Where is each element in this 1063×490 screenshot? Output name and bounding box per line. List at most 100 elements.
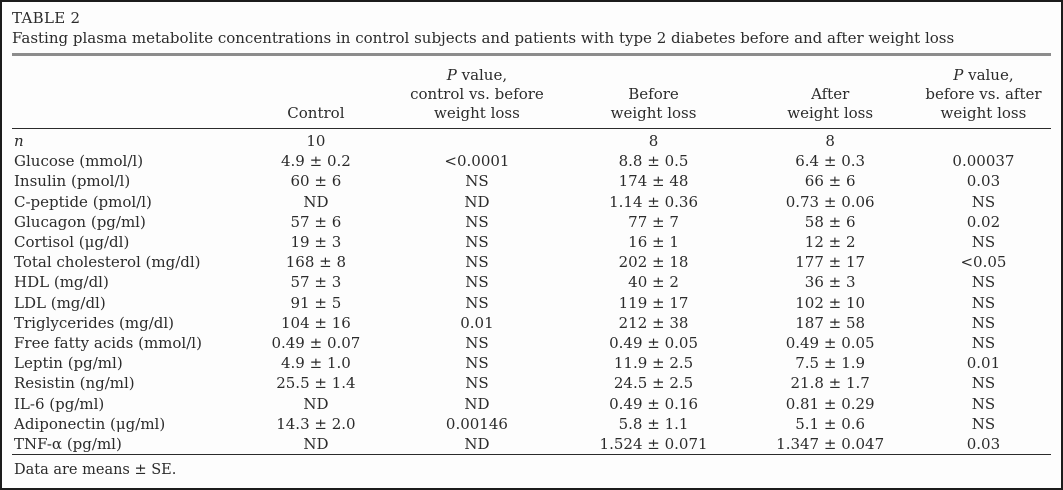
column-header-p-before-vs-after: P value, before vs. after weight loss — [915, 58, 1051, 129]
row-label: Glucagon (pg/ml) — [14, 212, 146, 231]
row-label: Glucose (mmol/l) — [14, 152, 144, 171]
cell-control: 60 ± 6 — [290, 172, 342, 191]
table-row: Free fatty acids (mmol/l) 0.49 ± 0.07 NS 0.… — [12, 333, 1051, 353]
cell-control: 168 ± 8 — [285, 253, 347, 272]
cell-after-weight-loss: 102 ± 10 — [795, 293, 866, 312]
cell-p-control-vs-before: NS — [465, 374, 489, 393]
cell-before-weight-loss: 1.14 ± 0.36 — [609, 192, 698, 211]
cell-p-control-vs-before: NS — [465, 354, 489, 373]
cell-p-control-vs-before: ND — [464, 435, 490, 454]
cell-p-before-vs-after: 0.03 — [966, 435, 1001, 454]
table-row: Triglycerides (mg/dl) 104 ± 16 0.01 212 ± 3… — [12, 313, 1051, 333]
table-header: Control P value, control vs. before weight … — [12, 58, 1051, 129]
cell-p-before-vs-after: 0.00037 — [952, 152, 1015, 171]
table-row: IL-6 (pg/ml) ND ND 0.49 ± 0.16 0.81 ± 0.29 NS — [12, 394, 1051, 414]
cell-p-before-vs-after: NS — [971, 313, 996, 332]
cell-before-weight-loss: 0.49 ± 0.16 — [609, 394, 698, 413]
cell-after-weight-loss: 21.8 ± 1.7 — [790, 374, 870, 393]
row-label: Triglycerides (mg/dl) — [14, 313, 175, 332]
cell-p-before-vs-after: NS — [971, 192, 996, 211]
table-row: Insulin (pmol/l) 60 ± 6 NS 174 ± 48 66 ± 6 0.… — [12, 171, 1051, 191]
cell-control: 104 ± 16 — [280, 313, 351, 332]
row-label: TNF-α (pg/ml) — [14, 435, 122, 454]
column-header-control: Control — [240, 58, 392, 129]
cell-p-control-vs-before — [391, 129, 562, 152]
table-footnote: Data are means ± SE. — [12, 454, 1051, 480]
row-label: Resistin (ng/ml) — [14, 374, 135, 393]
cell-p-before-vs-after: NS — [971, 334, 996, 353]
cell-control: 19 ± 3 — [290, 233, 342, 252]
cell-after-weight-loss: 177 ± 17 — [795, 253, 866, 272]
table-caption: Fasting plasma metabolite concentrations… — [12, 29, 955, 47]
cell-before-weight-loss: 8 — [648, 132, 659, 150]
cell-p-control-vs-before: NS — [465, 273, 489, 292]
cell-p-control-vs-before: ND — [464, 192, 490, 211]
cell-before-weight-loss: 119 ± 17 — [618, 293, 689, 312]
table-row: Glucagon (pg/ml) 57 ± 6 NS 77 ± 7 58 ± 6 0.02 — [12, 212, 1051, 232]
cell-after-weight-loss: 1.347 ± 0.047 — [776, 435, 885, 454]
cell-before-weight-loss: 8.8 ± 0.5 — [618, 152, 689, 171]
cell-after-weight-loss: 0.49 ± 0.05 — [785, 334, 875, 353]
cell-p-control-vs-before: NS — [465, 212, 489, 231]
cell-after-weight-loss: 5.1 ± 0.6 — [795, 414, 866, 433]
row-label: Cortisol (μg/dl) — [14, 233, 130, 252]
row-label: Adiponectin (μg/ml) — [14, 414, 166, 433]
cell-after-weight-loss: 7.5 ± 1.9 — [795, 354, 866, 373]
header-row: Control P value, control vs. before weight … — [12, 58, 1051, 129]
cell-p-before-vs-after: NS — [971, 394, 996, 413]
cell-control: 91 ± 5 — [290, 293, 342, 312]
row-label: Leptin (pg/ml) — [14, 354, 123, 373]
cell-before-weight-loss: 11.9 ± 2.5 — [613, 354, 694, 373]
cell-p-control-vs-before: 0.00146 — [445, 414, 508, 433]
cell-after-weight-loss: 58 ± 6 — [804, 212, 856, 231]
cell-p-before-vs-after: 0.02 — [966, 212, 1001, 231]
cell-control: 4.9 ± 1.0 — [280, 354, 351, 373]
cell-after-weight-loss: 0.73 ± 0.06 — [785, 192, 875, 211]
cell-p-before-vs-after — [916, 129, 1051, 152]
cell-control: 4.9 ± 0.2 — [280, 152, 351, 171]
cell-before-weight-loss: 212 ± 38 — [618, 313, 689, 332]
table-row: Total cholesterol (mg/dl) 168 ± 8 NS 202 ± … — [12, 252, 1051, 272]
cell-control: ND — [303, 435, 329, 454]
cell-p-control-vs-before: NS — [465, 253, 489, 272]
cell-p-control-vs-before: <0.0001 — [444, 152, 510, 171]
table-row: Leptin (pg/ml) 4.9 ± 1.0 NS 11.9 ± 2.5 7.5 ±… — [12, 353, 1051, 373]
cell-control: 14.3 ± 2.0 — [276, 414, 356, 433]
row-label: HDL (mg/dl) — [14, 273, 109, 292]
cell-p-control-vs-before: NS — [465, 293, 489, 312]
cell-before-weight-loss: 202 ± 18 — [618, 253, 689, 272]
cell-p-before-vs-after: NS — [971, 374, 996, 393]
row-label: C-peptide (pmol/l) — [14, 192, 152, 211]
row-label: Insulin (pmol/l) — [14, 172, 131, 191]
cell-before-weight-loss: 174 ± 48 — [618, 172, 689, 191]
cell-after-weight-loss: 12 ± 2 — [804, 233, 856, 252]
table-row: C-peptide (pmol/l) ND ND 1.14 ± 0.36 0.73 ± … — [12, 192, 1051, 212]
cell-control: 10 — [306, 132, 326, 150]
table-row: Resistin (ng/ml) 25.5 ± 1.4 NS 24.5 ± 2.5 21… — [12, 373, 1051, 393]
row-label: Total cholesterol (mg/dl) — [14, 253, 201, 272]
cell-p-before-vs-after: NS — [971, 414, 996, 433]
cell-p-before-vs-after: NS — [971, 273, 996, 292]
table-body: n 10 8 8 Glucose (mmol/l) 4.9 ± 0.2 <0.0001 8.8… — [12, 129, 1051, 455]
table-row: Adiponectin (μg/ml) 14.3 ± 2.0 0.00146 5.8 … — [12, 414, 1051, 434]
cell-before-weight-loss: 16 ± 1 — [628, 233, 679, 252]
row-label: IL-6 (pg/ml) — [14, 394, 105, 413]
cell-p-before-vs-after: 0.03 — [966, 172, 1001, 191]
cell-after-weight-loss: 6.4 ± 0.3 — [795, 152, 866, 171]
cell-control: ND — [303, 192, 329, 211]
cell-p-before-vs-after: NS — [971, 293, 996, 312]
cell-before-weight-loss: 40 ± 2 — [628, 273, 679, 292]
cell-p-control-vs-before: NS — [465, 172, 489, 191]
cell-control: 57 ± 3 — [290, 273, 342, 292]
cell-p-control-vs-before: 0.01 — [460, 313, 494, 332]
table-row: Cortisol (μg/dl) 19 ± 3 NS 16 ± 1 12 ± 2 NS — [12, 232, 1051, 252]
cell-after-weight-loss: 8 — [825, 132, 835, 150]
title-divider-rule — [12, 53, 1051, 56]
table-row: HDL (mg/dl) 57 ± 3 NS 40 ± 2 36 ± 3 NS — [12, 272, 1051, 292]
cell-control: ND — [303, 394, 329, 413]
cell-p-control-vs-before: NS — [465, 233, 489, 252]
table-row: TNF-α (pg/ml) ND ND 1.524 ± 0.071 1.347 ± 0.… — [12, 434, 1051, 454]
column-header-p-control-vs-before: P value, control vs. before weight loss — [391, 58, 563, 129]
row-label: LDL (mg/dl) — [14, 293, 106, 312]
